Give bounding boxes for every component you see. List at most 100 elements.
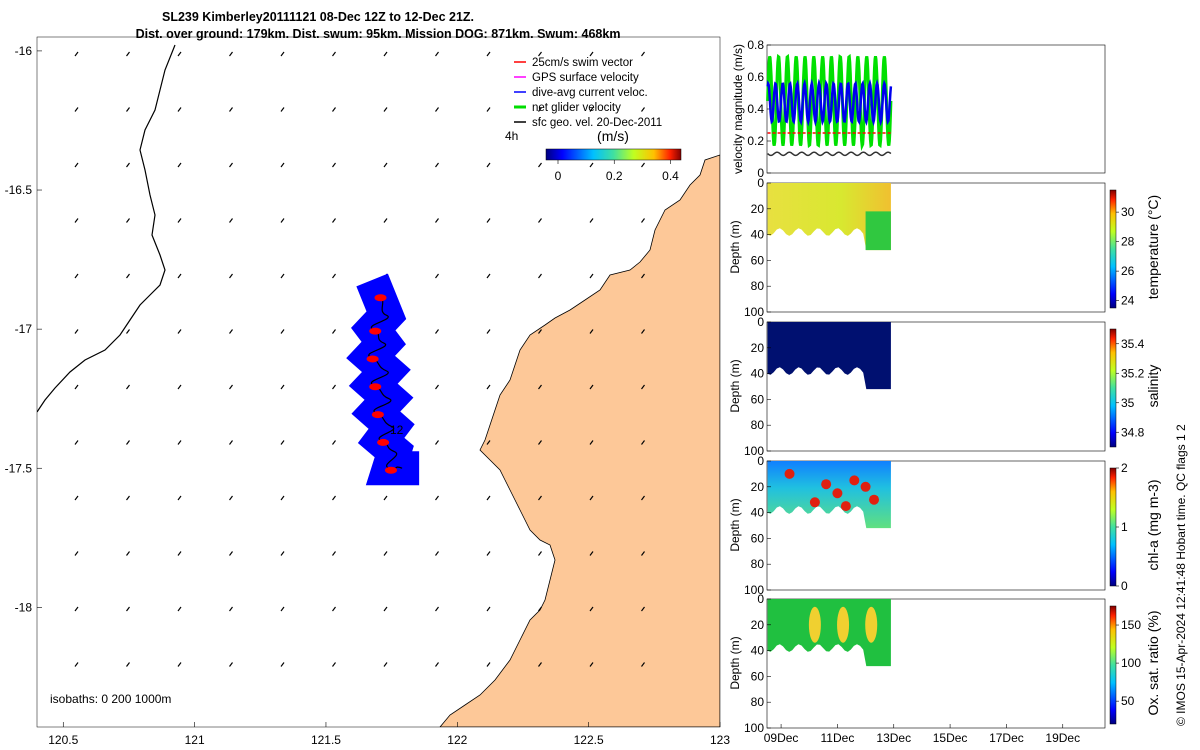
track-label: 12 [390, 423, 404, 437]
vector-arrow [74, 162, 79, 168]
map-cb-tick-label: 0.4 [662, 169, 679, 183]
profile-cb-tick-label: 26 [1121, 264, 1135, 278]
vector-arrow [538, 606, 542, 612]
profile-cb-tick-label: 1 [1121, 520, 1128, 534]
vector-arrow [126, 662, 130, 667]
oxygen-panel: 0 20 40 60 80 100 Depth (m) 50 100 150 Ox. sat. ra… [728, 592, 1161, 745]
vector-arrow [280, 384, 285, 390]
cool-water-patch [865, 211, 891, 251]
vector-arrow [280, 662, 285, 667]
profile-y-tick-label: 40 [751, 644, 765, 658]
profile-cb-tick-label: 35.4 [1121, 337, 1145, 351]
vector-arrow [538, 551, 542, 556]
vector-arrow [332, 606, 336, 612]
vector-arrow [589, 440, 594, 445]
vector-arrow [74, 551, 79, 556]
vector-arrow [435, 218, 439, 223]
vector-arrow [126, 329, 130, 334]
vector-arrow [229, 606, 233, 612]
vector-arrow [229, 440, 233, 445]
vector-arrow [435, 606, 439, 612]
vel-y-tick-label: 0.8 [747, 38, 764, 52]
vector-arrow [280, 51, 285, 57]
vector-arrow [538, 662, 542, 667]
vector-arrow [74, 218, 79, 223]
vector-arrow [74, 606, 79, 612]
profile-y-tick-label: 60 [751, 531, 765, 545]
swim-vector-mark [374, 294, 387, 302]
map-legend: 25cm/s swim vector GPS surface velocity di… [514, 57, 662, 129]
profile-y-tick-label: 80 [751, 695, 765, 709]
map-y-tick-label: -16 [15, 44, 33, 58]
vector-arrow [229, 495, 233, 501]
profile-cb-tick-label: 35.2 [1121, 366, 1145, 380]
vector-arrow [74, 107, 79, 112]
vector-arrow [332, 273, 336, 279]
profile-cb-tick-label: 2 [1121, 461, 1128, 475]
time-x-tick-label: 09Dec [764, 731, 799, 745]
isobaths-label: isobaths: 0 200 1000m [50, 692, 171, 706]
vector-arrow [229, 107, 233, 112]
vector-arrow [435, 384, 439, 390]
profile-y-axis-label: Depth (m) [728, 220, 742, 273]
profile-cb-label: temperature (°C) [1145, 195, 1161, 299]
vector-arrow [486, 218, 491, 223]
vector-arrow [280, 329, 285, 334]
map-x-tick-label: 122 [447, 733, 467, 747]
profile-y-tick-label: 100 [744, 583, 764, 597]
vector-arrow [589, 51, 594, 57]
vector-arrow [589, 606, 594, 612]
vector-arrow [229, 384, 233, 390]
oxygen-high-band [808, 606, 821, 643]
vector-arrow [229, 273, 233, 279]
legend-label: net glider velocity [532, 102, 621, 114]
map-frame [36, 36, 721, 728]
vector-arrow [435, 273, 439, 279]
vector-arrow [486, 51, 491, 57]
vector-arrow [126, 218, 130, 223]
vector-arrow [538, 273, 542, 279]
vector-arrow [126, 551, 130, 556]
time-x-tick-label: 17Dec [989, 731, 1024, 745]
vector-arrow [486, 329, 491, 334]
profile-y-tick-label: 80 [751, 418, 765, 432]
vector-arrow [641, 107, 645, 112]
vel-y-tick-label: 0 [757, 166, 764, 180]
profile-y-tick-label: 0 [757, 176, 764, 190]
profile-y-tick-label: 60 [751, 392, 765, 406]
chl-high-mark [840, 501, 851, 512]
legend-label: GPS surface velocity [532, 72, 639, 84]
vector-arrow [589, 107, 594, 112]
vector-arrow [177, 606, 182, 612]
vector-arrow [383, 218, 388, 223]
vector-arrow [332, 51, 336, 57]
vector-arrow [641, 551, 645, 556]
vector-arrow [126, 273, 130, 279]
profile-y-tick-label: 20 [751, 341, 765, 355]
map-x-tick-label: 121 [185, 733, 205, 747]
profile-cb-tick-label: 150 [1121, 618, 1141, 632]
legend-label: sfc geo. vel. 20-Dec-2011 [532, 117, 662, 129]
vector-arrow [177, 162, 182, 168]
chl-high-mark [869, 494, 880, 505]
vector-arrow [538, 329, 542, 334]
profile-y-tick-label: 0 [757, 592, 764, 606]
swim-vector-mark [369, 327, 382, 335]
vector-arrow [641, 51, 645, 57]
vector-arrow [332, 384, 336, 390]
map-x-tick-label: 120.5 [48, 733, 78, 747]
profile-colorbar [1109, 605, 1117, 725]
profile-cb-tick-label: 0 [1121, 579, 1128, 593]
title-line2: Dist. over ground: 179km. Dist. swum: 95… [136, 27, 621, 41]
vector-arrow [641, 606, 645, 612]
vector-arrow [435, 107, 439, 112]
vector-arrow [383, 495, 388, 501]
profile-y-tick-label: 20 [751, 480, 765, 494]
vector-arrow [177, 273, 182, 279]
vector-arrow [126, 162, 130, 168]
map-y-tick-label: -16.5 [5, 183, 33, 197]
vector-arrow [641, 329, 645, 334]
vector-arrow [177, 107, 182, 112]
chl-high-mark [821, 479, 832, 490]
